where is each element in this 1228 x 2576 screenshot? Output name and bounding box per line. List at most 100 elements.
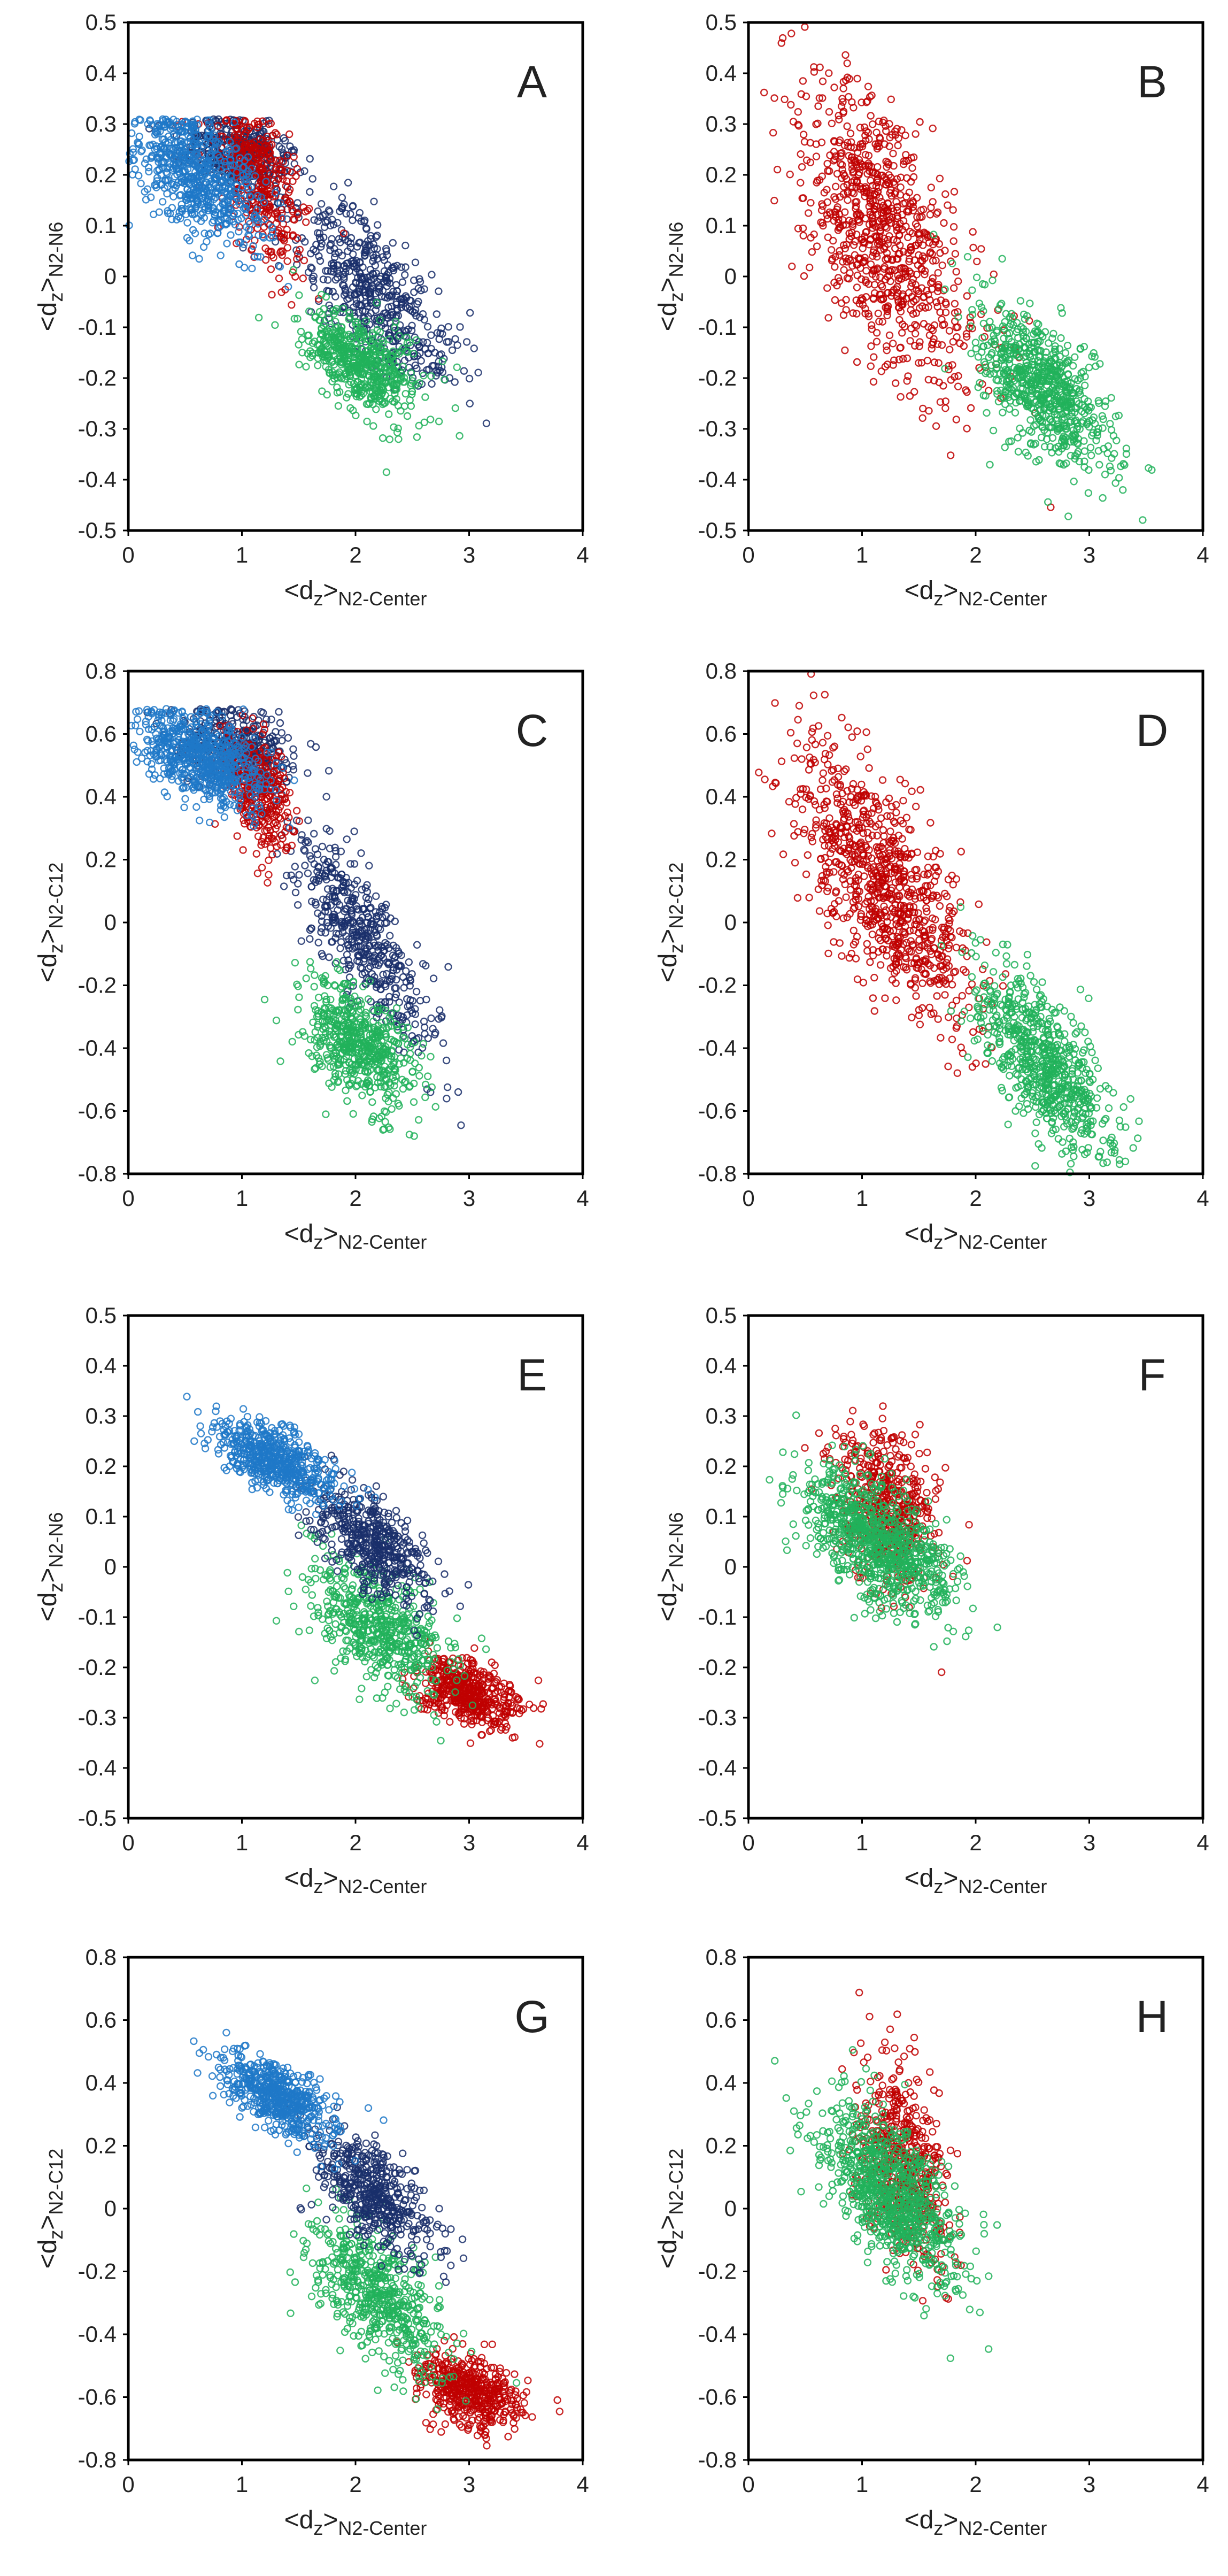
chart-0-point-dark [342, 210, 350, 218]
chart-0-y-axis-label-mid: > [34, 278, 62, 293]
chart-0-point-dark [334, 219, 342, 227]
chart-1-x-tick-label: 1 [856, 542, 868, 567]
chart-1-y-axis-label-mid: > [654, 278, 682, 293]
chart-0-x-tick-label: 0 [122, 542, 134, 567]
chart-0-y-tick-label: -0.4 [78, 467, 117, 492]
chart-1-x-axis-label-main: <d [905, 576, 934, 605]
chart-0-y-tick-label: 0.4 [86, 60, 117, 86]
chart-0-point-dark [292, 246, 300, 254]
chart-0-point-dark [308, 264, 316, 273]
chart-0-point-dark [432, 310, 441, 318]
chart-0-x-axis-label-mid: > [323, 576, 338, 605]
chart-0-point-dark [420, 316, 428, 324]
chart-0-point-dark [328, 235, 336, 243]
chart-0-x-axis-label-main: <d [284, 576, 314, 605]
chart-1-x-tick-label: 0 [742, 542, 754, 567]
chart-0-point-dark [310, 216, 318, 224]
chart-1-y-tick-label: 0.4 [706, 60, 737, 86]
chart-0-point-dark [367, 235, 375, 243]
chart-0-point-dark [293, 260, 301, 268]
chart-0-point-dark [393, 287, 401, 295]
chart-0-plot-area [128, 22, 583, 530]
chart-0-point-dark [294, 199, 302, 207]
chart-0-point-dark [427, 331, 435, 339]
chart-0-point-dark [423, 339, 431, 347]
chart-0-point-dark [436, 329, 444, 337]
chart-0-point-dark [324, 276, 332, 284]
chart-0-y-tick-label: 0.5 [86, 10, 117, 35]
chart-0-point-dark [290, 148, 298, 156]
chart-0-point-dark [453, 341, 461, 349]
chart-0-point-dark [373, 232, 381, 240]
chart-0-x-tick-label: 4 [576, 542, 589, 567]
chart-1-x-axis-label-mid: > [943, 576, 958, 605]
chart-0-point-dark [371, 262, 380, 270]
chart-0-point-dark [349, 216, 357, 225]
chart-1-panel-letter: B [1137, 57, 1167, 107]
chart-0-point-dark [318, 200, 326, 208]
chart-0-y-axis-label-sub2: N2-N6 [45, 222, 67, 278]
chart-0-point-dark [385, 291, 393, 300]
chart-0-point-dark [346, 210, 354, 218]
chart-1-y-tick-label: 0.1 [706, 213, 737, 238]
chart-0-point-dark [393, 306, 401, 314]
chart-0-point-dark [383, 282, 391, 290]
chart-0-point-dark [338, 251, 346, 260]
chart-0-y-tick-label: 0.3 [86, 111, 117, 136]
chart-1-y-tick-label: -0.3 [698, 416, 737, 441]
chart-0-point-dark [314, 217, 322, 225]
chart-0-point-dark [462, 338, 471, 346]
chart-0-y-tick-label: -0.5 [78, 518, 117, 543]
chart-0-point-dark [444, 323, 452, 331]
chart-0-point-dark [280, 134, 288, 142]
chart-0-point-dark [330, 182, 338, 190]
chart-1-y-tick-label: -0.1 [698, 314, 737, 340]
chart-0-point-dark [325, 301, 333, 310]
panel-a: -0.5-0.4-0.3-0.2-0.100.10.20.30.40.50 1 2 3… [34, 10, 589, 610]
chart-0-point-dark [445, 374, 454, 382]
chart-0-point-dark [433, 329, 442, 337]
chart-0-point-dark [428, 380, 436, 388]
chart-0-point-dark [286, 142, 294, 150]
chart-0-point-dark [271, 237, 280, 246]
chart-0-points [125, 115, 491, 476]
chart-0-point-dark [382, 244, 390, 253]
chart-0-point-dark [364, 241, 372, 249]
chart-0-point-dark [306, 188, 314, 196]
chart-0-point-dark [278, 145, 286, 153]
chart-0-point-dark [414, 297, 422, 306]
chart-1-y-tick-label: 0 [724, 264, 737, 289]
chart-0-point-dark [319, 275, 327, 283]
chart-1-y-tick-label: -0.2 [698, 365, 737, 390]
chart-1-y-tick-label: -0.4 [698, 467, 737, 492]
chart-0-point-dark [331, 276, 340, 284]
chart-0-point-dark [300, 167, 308, 175]
chart-0-point-dark [401, 263, 410, 271]
chart-1-y-tick-label: -0.5 [698, 518, 737, 543]
chart-1-y-tick-label: 0.3 [706, 111, 737, 136]
chart-1-y-tick-label: 0.2 [706, 162, 737, 187]
chart-0-point-dark [370, 197, 378, 205]
chart-0-point-dark [306, 155, 314, 163]
chart-1-y-axis-label-main: <d [654, 302, 682, 332]
chart-0-point-dark [448, 346, 457, 355]
chart-0-x-tick-label: 1 [236, 542, 248, 567]
chart-0-y-axis-label-sub1: z [45, 293, 67, 302]
chart-0-y-tick-label: -0.2 [78, 365, 117, 390]
chart-0-point-dark [466, 399, 474, 407]
chart-0-point-dark [466, 309, 474, 317]
chart-0-point-dark [322, 218, 330, 227]
chart-0-y-tick-label: 0.1 [86, 213, 117, 238]
chart-1-y-axis-label-sub1: z [665, 293, 687, 302]
chart-1-x-axis-label-sub2: N2-Center [958, 588, 1047, 610]
chart-0-point-dark [381, 324, 390, 332]
chart-1-x-tick-label: 4 [1196, 542, 1209, 567]
chart-0-point-dark [413, 364, 421, 372]
chart-1-x-tick-label: 3 [1083, 542, 1095, 567]
chart-0-panel-letter: A [517, 57, 547, 107]
chart-0-y-tick-label: -0.1 [78, 314, 117, 340]
chart-0-point-dark [398, 278, 407, 286]
chart-0-point-dark [357, 217, 365, 226]
chart-0-x-axis-label-sub1: z [313, 588, 323, 610]
